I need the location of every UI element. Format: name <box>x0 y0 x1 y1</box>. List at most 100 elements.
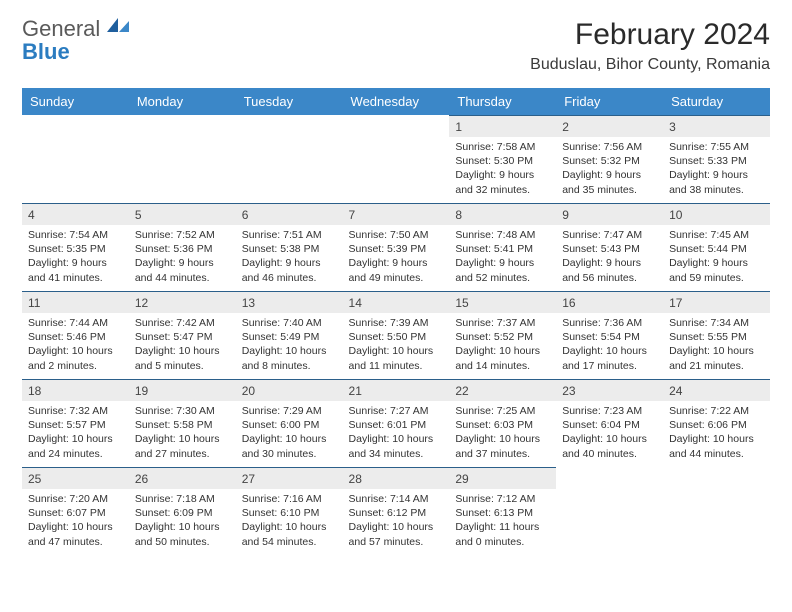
day-number: 24 <box>663 379 770 401</box>
day-number: 6 <box>236 203 343 225</box>
calendar-body: 1Sunrise: 7:58 AMSunset: 5:30 PMDaylight… <box>22 115 770 555</box>
calendar-day: 29Sunrise: 7:12 AMSunset: 6:13 PMDayligh… <box>449 467 556 555</box>
day-number: 3 <box>663 115 770 137</box>
day-number: 19 <box>129 379 236 401</box>
brand-logo: General Blue <box>22 18 133 63</box>
header: General Blue February 2024 Buduslau, Bih… <box>22 18 770 74</box>
day-details: Sunrise: 7:44 AMSunset: 5:46 PMDaylight:… <box>22 313 129 378</box>
day-number: 11 <box>22 291 129 313</box>
calendar-day: 13Sunrise: 7:40 AMSunset: 5:49 PMDayligh… <box>236 291 343 379</box>
month-title: February 2024 <box>530 18 770 52</box>
day-details: Sunrise: 7:37 AMSunset: 5:52 PMDaylight:… <box>449 313 556 378</box>
day-number: 10 <box>663 203 770 225</box>
day-number: 26 <box>129 467 236 489</box>
day-number: 7 <box>343 203 450 225</box>
calendar-day: 21Sunrise: 7:27 AMSunset: 6:01 PMDayligh… <box>343 379 450 467</box>
calendar-week: 4Sunrise: 7:54 AMSunset: 5:35 PMDaylight… <box>22 203 770 291</box>
day-details: Sunrise: 7:18 AMSunset: 6:09 PMDaylight:… <box>129 489 236 554</box>
calendar-day: 7Sunrise: 7:50 AMSunset: 5:39 PMDaylight… <box>343 203 450 291</box>
calendar-day: 12Sunrise: 7:42 AMSunset: 5:47 PMDayligh… <box>129 291 236 379</box>
day-details: Sunrise: 7:34 AMSunset: 5:55 PMDaylight:… <box>663 313 770 378</box>
day-details: Sunrise: 7:52 AMSunset: 5:36 PMDaylight:… <box>129 225 236 290</box>
calendar-day: 18Sunrise: 7:32 AMSunset: 5:57 PMDayligh… <box>22 379 129 467</box>
calendar-day: 9Sunrise: 7:47 AMSunset: 5:43 PMDaylight… <box>556 203 663 291</box>
day-number: 14 <box>343 291 450 313</box>
day-details: Sunrise: 7:30 AMSunset: 5:58 PMDaylight:… <box>129 401 236 466</box>
day-number: 28 <box>343 467 450 489</box>
day-details: Sunrise: 7:47 AMSunset: 5:43 PMDaylight:… <box>556 225 663 290</box>
day-details: Sunrise: 7:42 AMSunset: 5:47 PMDaylight:… <box>129 313 236 378</box>
calendar-header: SundayMondayTuesdayWednesdayThursdayFrid… <box>22 88 770 115</box>
calendar-day: 15Sunrise: 7:37 AMSunset: 5:52 PMDayligh… <box>449 291 556 379</box>
day-number: 15 <box>449 291 556 313</box>
weekday-header: Saturday <box>663 88 770 115</box>
calendar-week: 1Sunrise: 7:58 AMSunset: 5:30 PMDaylight… <box>22 115 770 203</box>
day-number: 2 <box>556 115 663 137</box>
day-number: 27 <box>236 467 343 489</box>
day-number: 8 <box>449 203 556 225</box>
day-number: 29 <box>449 467 556 489</box>
day-number: 12 <box>129 291 236 313</box>
calendar-day: 26Sunrise: 7:18 AMSunset: 6:09 PMDayligh… <box>129 467 236 555</box>
day-details: Sunrise: 7:45 AMSunset: 5:44 PMDaylight:… <box>663 225 770 290</box>
calendar-day: 14Sunrise: 7:39 AMSunset: 5:50 PMDayligh… <box>343 291 450 379</box>
weekday-header: Friday <box>556 88 663 115</box>
day-details: Sunrise: 7:22 AMSunset: 6:06 PMDaylight:… <box>663 401 770 466</box>
day-number: 13 <box>236 291 343 313</box>
location: Buduslau, Bihor County, Romania <box>530 56 770 74</box>
day-details: Sunrise: 7:40 AMSunset: 5:49 PMDaylight:… <box>236 313 343 378</box>
day-number: 9 <box>556 203 663 225</box>
day-details: Sunrise: 7:58 AMSunset: 5:30 PMDaylight:… <box>449 137 556 202</box>
calendar-week: 25Sunrise: 7:20 AMSunset: 6:07 PMDayligh… <box>22 467 770 555</box>
day-details: Sunrise: 7:51 AMSunset: 5:38 PMDaylight:… <box>236 225 343 290</box>
calendar-week: 11Sunrise: 7:44 AMSunset: 5:46 PMDayligh… <box>22 291 770 379</box>
calendar-empty <box>556 467 663 555</box>
calendar-day: 6Sunrise: 7:51 AMSunset: 5:38 PMDaylight… <box>236 203 343 291</box>
calendar-day: 4Sunrise: 7:54 AMSunset: 5:35 PMDaylight… <box>22 203 129 291</box>
day-number: 18 <box>22 379 129 401</box>
day-details: Sunrise: 7:48 AMSunset: 5:41 PMDaylight:… <box>449 225 556 290</box>
weekday-header: Tuesday <box>236 88 343 115</box>
brand-flag-icon <box>107 18 133 41</box>
day-details: Sunrise: 7:16 AMSunset: 6:10 PMDaylight:… <box>236 489 343 554</box>
calendar-empty <box>22 115 129 203</box>
brand-name-1: General <box>22 16 100 41</box>
calendar-week: 18Sunrise: 7:32 AMSunset: 5:57 PMDayligh… <box>22 379 770 467</box>
calendar-empty <box>129 115 236 203</box>
brand-name-2: Blue <box>22 39 70 64</box>
calendar-day: 25Sunrise: 7:20 AMSunset: 6:07 PMDayligh… <box>22 467 129 555</box>
calendar-day: 22Sunrise: 7:25 AMSunset: 6:03 PMDayligh… <box>449 379 556 467</box>
calendar-empty <box>343 115 450 203</box>
weekday-header: Wednesday <box>343 88 450 115</box>
day-number: 23 <box>556 379 663 401</box>
calendar-empty <box>663 467 770 555</box>
weekday-header: Sunday <box>22 88 129 115</box>
day-details: Sunrise: 7:29 AMSunset: 6:00 PMDaylight:… <box>236 401 343 466</box>
calendar-day: 27Sunrise: 7:16 AMSunset: 6:10 PMDayligh… <box>236 467 343 555</box>
calendar-empty <box>236 115 343 203</box>
calendar-day: 17Sunrise: 7:34 AMSunset: 5:55 PMDayligh… <box>663 291 770 379</box>
calendar-day: 16Sunrise: 7:36 AMSunset: 5:54 PMDayligh… <box>556 291 663 379</box>
title-block: February 2024 Buduslau, Bihor County, Ro… <box>530 18 770 74</box>
day-details: Sunrise: 7:12 AMSunset: 6:13 PMDaylight:… <box>449 489 556 554</box>
calendar-day: 2Sunrise: 7:56 AMSunset: 5:32 PMDaylight… <box>556 115 663 203</box>
calendar-day: 3Sunrise: 7:55 AMSunset: 5:33 PMDaylight… <box>663 115 770 203</box>
day-number: 16 <box>556 291 663 313</box>
day-number: 25 <box>22 467 129 489</box>
calendar-day: 8Sunrise: 7:48 AMSunset: 5:41 PMDaylight… <box>449 203 556 291</box>
day-details: Sunrise: 7:23 AMSunset: 6:04 PMDaylight:… <box>556 401 663 466</box>
day-number: 21 <box>343 379 450 401</box>
calendar-day: 19Sunrise: 7:30 AMSunset: 5:58 PMDayligh… <box>129 379 236 467</box>
day-number: 20 <box>236 379 343 401</box>
day-details: Sunrise: 7:27 AMSunset: 6:01 PMDaylight:… <box>343 401 450 466</box>
day-details: Sunrise: 7:25 AMSunset: 6:03 PMDaylight:… <box>449 401 556 466</box>
day-details: Sunrise: 7:36 AMSunset: 5:54 PMDaylight:… <box>556 313 663 378</box>
weekday-header: Thursday <box>449 88 556 115</box>
calendar-day: 1Sunrise: 7:58 AMSunset: 5:30 PMDaylight… <box>449 115 556 203</box>
calendar-day: 5Sunrise: 7:52 AMSunset: 5:36 PMDaylight… <box>129 203 236 291</box>
day-details: Sunrise: 7:55 AMSunset: 5:33 PMDaylight:… <box>663 137 770 202</box>
calendar-day: 28Sunrise: 7:14 AMSunset: 6:12 PMDayligh… <box>343 467 450 555</box>
day-details: Sunrise: 7:14 AMSunset: 6:12 PMDaylight:… <box>343 489 450 554</box>
calendar-day: 10Sunrise: 7:45 AMSunset: 5:44 PMDayligh… <box>663 203 770 291</box>
calendar-day: 23Sunrise: 7:23 AMSunset: 6:04 PMDayligh… <box>556 379 663 467</box>
